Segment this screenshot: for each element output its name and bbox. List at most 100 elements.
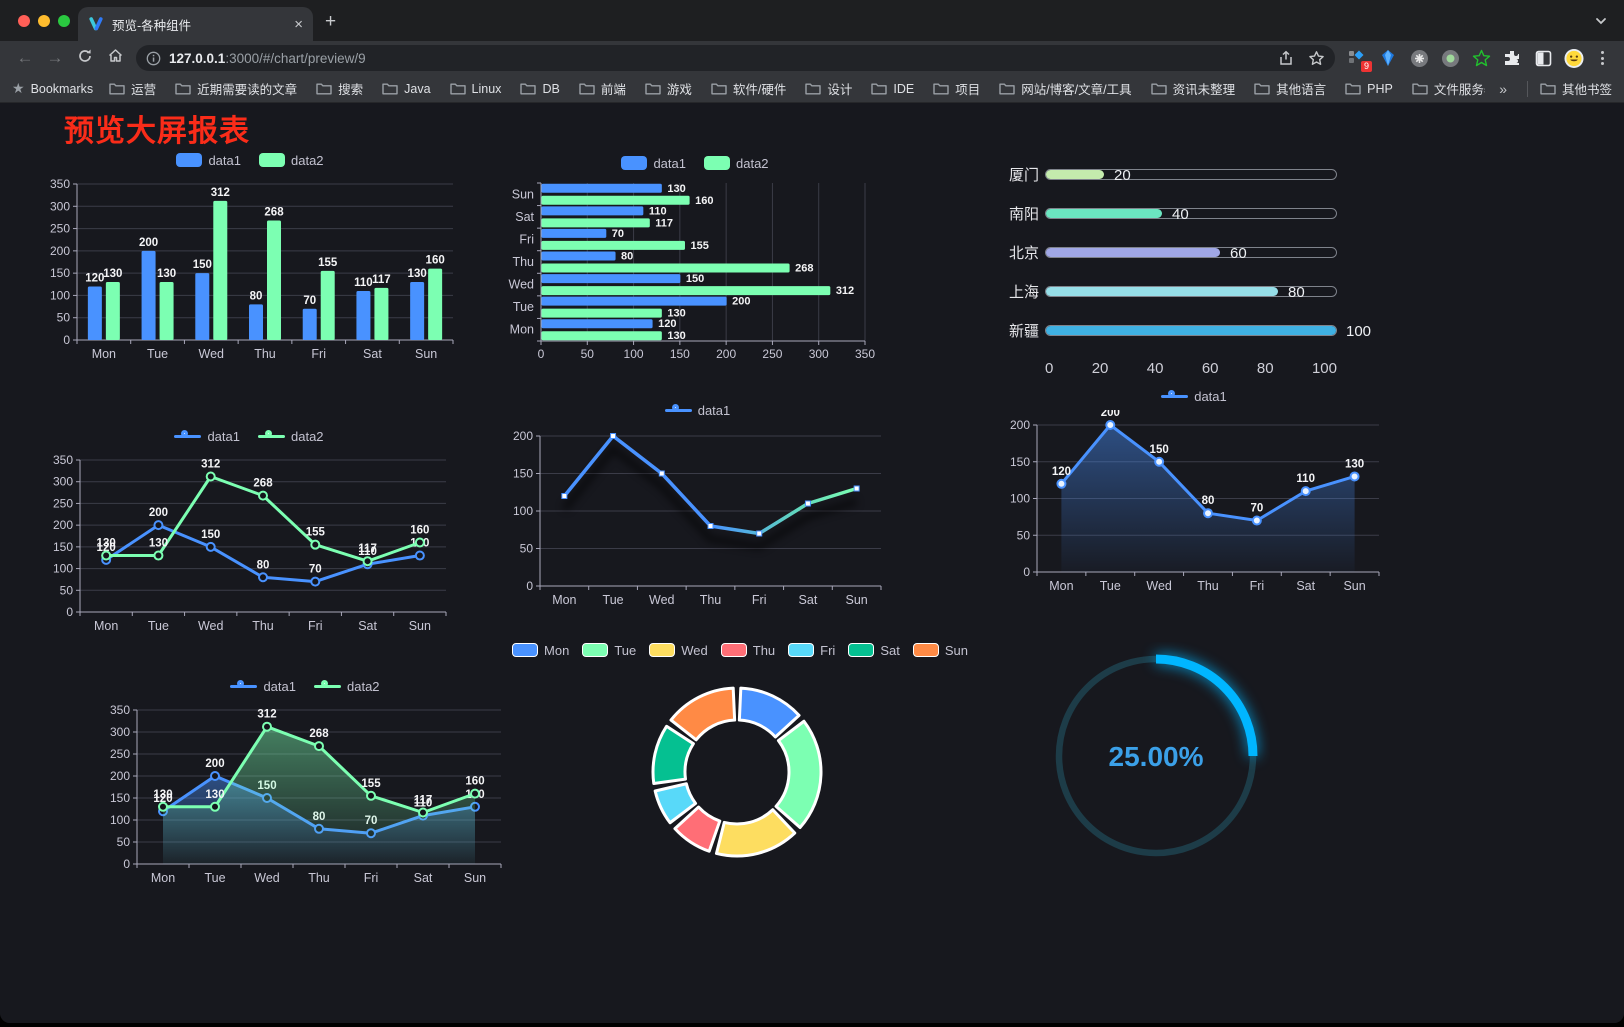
browser-tab[interactable]: 预览-各种组件 × — [78, 7, 313, 41]
progress-row-厦门[interactable]: 厦门 20 — [995, 164, 1395, 184]
bookmark-star-icon[interactable] — [1308, 50, 1325, 67]
proxy-extension-icon[interactable]: 9 — [1347, 48, 1372, 72]
bookmark-folder[interactable]: 文件服务器 — [1412, 79, 1485, 98]
dot-extension-icon[interactable] — [1440, 48, 1460, 68]
legend-item-Wed[interactable]: Wed — [649, 643, 708, 658]
bookmark-folder[interactable]: 搜索 — [316, 79, 363, 98]
bookmark-folder[interactable]: 近期需要读的文章 — [175, 79, 297, 98]
bookmarks-star-icon[interactable]: ★ — [12, 80, 25, 96]
legend-marker — [1161, 389, 1189, 398]
bookmark-folder[interactable]: Java — [382, 82, 431, 96]
svg-text:250: 250 — [53, 496, 73, 510]
chart-city-progress[interactable]: 厦门 20 南阳 40 北京 60 上海 80 新疆 100 0 20 40 60 80 100 — [995, 152, 1395, 392]
legend-item-Fri[interactable]: Fri — [788, 643, 835, 658]
extensions-puzzle-icon[interactable] — [1502, 48, 1522, 68]
minimize-window-button[interactable] — [38, 15, 50, 27]
site-info-icon[interactable] — [146, 51, 161, 66]
chart-line-dual[interactable]: data1 data2 0 50 100 150 200 250 300 350 Mon Tue We… — [38, 426, 460, 643]
chart-bar-horizontal[interactable]: data1 data2 0 50 100 150 200 250 300 350 Sun 130 16… — [495, 153, 895, 370]
gauge-chart-canvas[interactable]: 25.00% — [1042, 642, 1270, 870]
legend-item-Mon[interactable]: Mon — [512, 643, 569, 658]
legend-item-data2[interactable]: data2 — [259, 153, 324, 168]
url-text[interactable]: 127.0.0.1:3000/#/chart/preview/9 — [169, 51, 1278, 66]
bookmark-folder[interactable]: 设计 — [805, 79, 852, 98]
split-view-extension-icon[interactable] — [1533, 48, 1553, 68]
home-icon[interactable] — [100, 47, 130, 69]
bookmark-folder[interactable]: DB — [520, 82, 560, 96]
progress-row-北京[interactable]: 北京 60 — [995, 242, 1395, 262]
svg-text:80: 80 — [250, 290, 263, 302]
gradient-line-chart-canvas[interactable]: 0 50 100 150 200 Mon Tue Wed Thu Fri Sat Sun — [500, 424, 895, 610]
back-icon[interactable]: ← — [16, 48, 34, 67]
tab-search-chevron-icon[interactable] — [1594, 14, 1608, 28]
svg-text:300: 300 — [53, 475, 73, 489]
url-bar[interactable]: 127.0.0.1:3000/#/chart/preview/9 — [136, 45, 1335, 71]
legend-item-data1[interactable]: data1 — [176, 153, 241, 168]
legend-item-data1[interactable]: data1 — [664, 403, 730, 418]
forward-icon[interactable]: → — [46, 48, 64, 67]
dual-area-chart-canvas[interactable]: 0 50 100 150 200 250 300 350 Mon Tue Wed Thu Fri Sat S… — [95, 700, 515, 890]
legend-item-data2[interactable]: data2 — [314, 679, 380, 694]
bookmark-folder[interactable]: 游戏 — [645, 79, 692, 98]
legend-item-data1[interactable]: data1 — [230, 679, 296, 694]
command-extension-icon[interactable] — [1409, 48, 1429, 68]
maximize-window-button[interactable] — [58, 15, 70, 27]
line-chart-canvas[interactable]: 0 50 100 150 200 250 300 350 Mon Tue Wed Thu Fri Sat S… — [38, 450, 460, 638]
bookmark-folder[interactable]: 软件/硬件 — [711, 79, 786, 98]
legend-item-data1[interactable]: data1 — [174, 429, 240, 444]
tab-close-icon[interactable]: × — [294, 15, 303, 33]
bookmark-folder[interactable]: 前端 — [579, 79, 626, 98]
bookmark-folder[interactable]: Linux — [449, 82, 501, 96]
legend-item-data2[interactable]: data2 — [258, 429, 324, 444]
legend-item-Tue[interactable]: Tue — [582, 643, 636, 658]
svg-text:70: 70 — [303, 295, 316, 307]
reload-icon[interactable] — [70, 48, 100, 69]
close-window-button[interactable] — [18, 15, 30, 27]
legend-marker — [704, 156, 730, 170]
progress-row-南阳[interactable]: 南阳 40 — [995, 203, 1395, 223]
profile-avatar[interactable] — [1564, 48, 1584, 68]
legend-item-Sat[interactable]: Sat — [848, 643, 900, 658]
svg-text:100: 100 — [624, 347, 644, 361]
bookmark-folder[interactable]: 资讯未整理 — [1150, 79, 1235, 98]
new-tab-button[interactable]: + — [325, 11, 337, 32]
legend-item-data2[interactable]: data2 — [704, 156, 769, 171]
svg-text:268: 268 — [264, 207, 284, 219]
other-bookmarks[interactable]: 其他书签 — [1540, 79, 1612, 98]
bookmarks-overflow-chevron[interactable]: » — [1499, 80, 1507, 97]
chart-area-single[interactable]: data1 0 50 100 150 200 Mon Tue Wed Thu Fri Sat Sun 1… — [995, 386, 1393, 603]
bookmark-folder[interactable]: 网站/博客/文章/工具 — [999, 79, 1132, 98]
legend-item-Thu[interactable]: Thu — [720, 643, 775, 658]
bookmark-folder[interactable]: 运营 — [109, 79, 156, 98]
donut-chart-canvas[interactable] — [645, 681, 830, 866]
progress-row-上海[interactable]: 上海 80 — [995, 281, 1395, 301]
chart-bar-vertical[interactable]: data1 data2 0 50 100 150 200 250 300 350 Mon Tue We… — [35, 150, 465, 371]
browser-menu-icon[interactable] — [1595, 51, 1610, 65]
svg-text:Sun: Sun — [464, 871, 486, 885]
legend-label: data1 — [653, 155, 686, 171]
share-icon[interactable] — [1278, 50, 1294, 67]
progress-row-新疆[interactable]: 新疆 100 — [995, 320, 1395, 340]
bookmarks-label[interactable]: Bookmarks — [30, 81, 94, 96]
svg-text:Sat: Sat — [515, 210, 534, 224]
bar-chart-canvas[interactable]: 0 50 100 150 200 250 300 350 Mon Tue Wed Thu Fri Sat S… — [35, 174, 465, 366]
star-extension-icon[interactable] — [1471, 48, 1491, 68]
bookmark-folder[interactable]: 项目 — [933, 79, 980, 98]
bookmark-folder[interactable]: 其他语言 — [1254, 79, 1326, 98]
chart-area-dual[interactable]: data1 data2 0 50 100 150 200 250 300 350 Mon Tue We… — [95, 676, 515, 895]
legend-marker — [314, 679, 341, 688]
chart-legend: data1 data2 — [495, 153, 895, 173]
chart-line-gradient[interactable]: data1 0 50 100 150 200 Mon Tue Wed Thu Fri Sat Sun — [500, 400, 895, 615]
bookmark-folder[interactable]: PHP — [1345, 82, 1393, 96]
chart-legend: data1 data2 — [38, 426, 460, 446]
chart-donut[interactable]: Mon Tue Wed Thu Fri Sat Sun — [512, 640, 968, 664]
gem-extension-icon[interactable] — [1378, 48, 1398, 68]
bookmark-folder[interactable]: IDE — [871, 82, 914, 96]
legend-item-data1[interactable]: data1 — [621, 156, 686, 171]
progress-value: 40 — [1172, 205, 1189, 223]
legend-item-Sun[interactable]: Sun — [912, 643, 968, 658]
legend-item-data1[interactable]: data1 — [1161, 389, 1227, 404]
area-chart-canvas[interactable]: 0 50 100 150 200 Mon Tue Wed Thu Fri Sat Sun 120 200 1… — [995, 407, 1393, 598]
progress-value: 80 — [1288, 283, 1305, 301]
